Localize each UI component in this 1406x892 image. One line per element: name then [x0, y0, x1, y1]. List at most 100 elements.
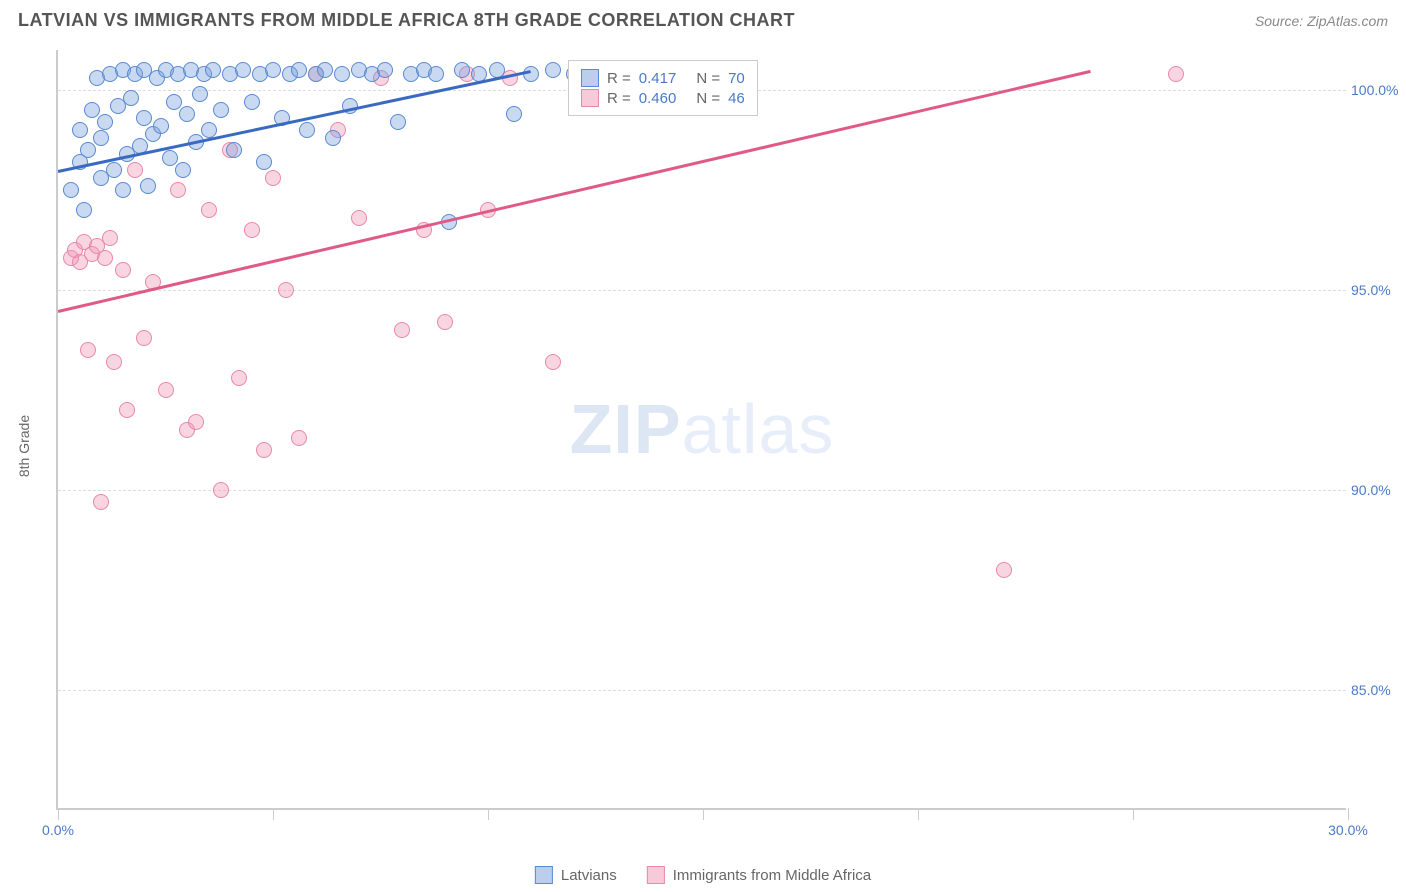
- data-point: [213, 102, 229, 118]
- data-point: [136, 110, 152, 126]
- data-point: [201, 202, 217, 218]
- data-point: [136, 330, 152, 346]
- data-point: [291, 430, 307, 446]
- data-point: [428, 66, 444, 82]
- data-point: [170, 182, 186, 198]
- r-label: R =: [607, 90, 631, 107]
- data-point: [226, 142, 242, 158]
- n-label: N =: [696, 70, 720, 87]
- r-value: 0.460: [639, 90, 677, 107]
- data-point: [140, 178, 156, 194]
- data-point: [545, 62, 561, 78]
- n-value: 46: [728, 90, 745, 107]
- data-point: [325, 130, 341, 146]
- data-point: [166, 94, 182, 110]
- data-point: [213, 482, 229, 498]
- data-point: [265, 170, 281, 186]
- data-point: [115, 182, 131, 198]
- r-label: R =: [607, 70, 631, 87]
- y-axis-label: 8th Grade: [16, 415, 32, 477]
- data-point: [63, 182, 79, 198]
- stats-row-blue: R = 0.417 N = 70: [581, 69, 745, 87]
- data-point: [299, 122, 315, 138]
- data-point: [80, 342, 96, 358]
- chart-title: LATVIAN VS IMMIGRANTS FROM MIDDLE AFRICA…: [18, 10, 795, 31]
- data-point: [175, 162, 191, 178]
- source-attribution: Source: ZipAtlas.com: [1255, 13, 1388, 29]
- data-point: [162, 150, 178, 166]
- gridline: [58, 490, 1346, 491]
- data-point: [188, 414, 204, 430]
- data-point: [334, 66, 350, 82]
- plot-area: ZIPatlas 85.0%90.0%95.0%100.0%0.0%30.0%R…: [56, 50, 1346, 810]
- x-tick: [273, 808, 274, 820]
- y-tick-label: 85.0%: [1351, 682, 1406, 698]
- data-point: [192, 86, 208, 102]
- watermark-zip: ZIP: [570, 390, 682, 468]
- x-tick: [488, 808, 489, 820]
- x-tick-label: 30.0%: [1328, 822, 1368, 838]
- data-point: [231, 370, 247, 386]
- watermark: ZIPatlas: [570, 389, 835, 469]
- x-tick: [1348, 808, 1349, 820]
- data-point: [97, 250, 113, 266]
- data-point: [265, 62, 281, 78]
- data-point: [97, 114, 113, 130]
- data-point: [119, 402, 135, 418]
- swatch-pink-icon: [581, 89, 599, 107]
- stats-box: R = 0.417 N = 70 R = 0.460 N = 46: [568, 60, 758, 116]
- data-point: [390, 114, 406, 130]
- x-tick: [1133, 808, 1134, 820]
- r-value: 0.417: [639, 70, 677, 87]
- y-tick-label: 90.0%: [1351, 482, 1406, 498]
- data-point: [545, 354, 561, 370]
- data-point: [115, 262, 131, 278]
- data-point: [123, 90, 139, 106]
- gridline: [58, 690, 1346, 691]
- chart-header: LATVIAN VS IMMIGRANTS FROM MIDDLE AFRICA…: [18, 10, 1388, 31]
- data-point: [256, 154, 272, 170]
- data-point: [93, 130, 109, 146]
- trend-line-blue: [58, 70, 532, 172]
- swatch-blue-icon: [535, 866, 553, 884]
- data-point: [256, 442, 272, 458]
- y-tick-label: 100.0%: [1351, 82, 1406, 98]
- data-point: [153, 118, 169, 134]
- data-point: [454, 62, 470, 78]
- data-point: [278, 282, 294, 298]
- data-point: [235, 62, 251, 78]
- data-point: [158, 382, 174, 398]
- swatch-pink-icon: [647, 866, 665, 884]
- data-point: [93, 494, 109, 510]
- data-point: [1168, 66, 1184, 82]
- stats-row-pink: R = 0.460 N = 46: [581, 89, 745, 107]
- watermark-atlas: atlas: [682, 390, 835, 468]
- data-point: [506, 106, 522, 122]
- x-tick: [703, 808, 704, 820]
- n-label: N =: [696, 90, 720, 107]
- data-point: [84, 102, 100, 118]
- y-tick-label: 95.0%: [1351, 282, 1406, 298]
- data-point: [80, 142, 96, 158]
- data-point: [179, 106, 195, 122]
- legend-item-latvians: Latvians: [535, 866, 617, 884]
- data-point: [72, 122, 88, 138]
- legend-label-blue: Latvians: [561, 867, 617, 884]
- data-point: [351, 210, 367, 226]
- x-tick: [58, 808, 59, 820]
- data-point: [437, 314, 453, 330]
- data-point: [102, 230, 118, 246]
- gridline: [58, 290, 1346, 291]
- swatch-blue-icon: [581, 69, 599, 87]
- data-point: [106, 354, 122, 370]
- n-value: 70: [728, 70, 745, 87]
- data-point: [317, 62, 333, 78]
- x-tick: [918, 808, 919, 820]
- legend-item-immigrants: Immigrants from Middle Africa: [647, 866, 871, 884]
- data-point: [201, 122, 217, 138]
- x-tick-label: 0.0%: [42, 822, 74, 838]
- chart-container: ZIPatlas 85.0%90.0%95.0%100.0%0.0%30.0%R…: [56, 50, 1346, 810]
- data-point: [127, 162, 143, 178]
- data-point: [291, 62, 307, 78]
- data-point: [377, 62, 393, 78]
